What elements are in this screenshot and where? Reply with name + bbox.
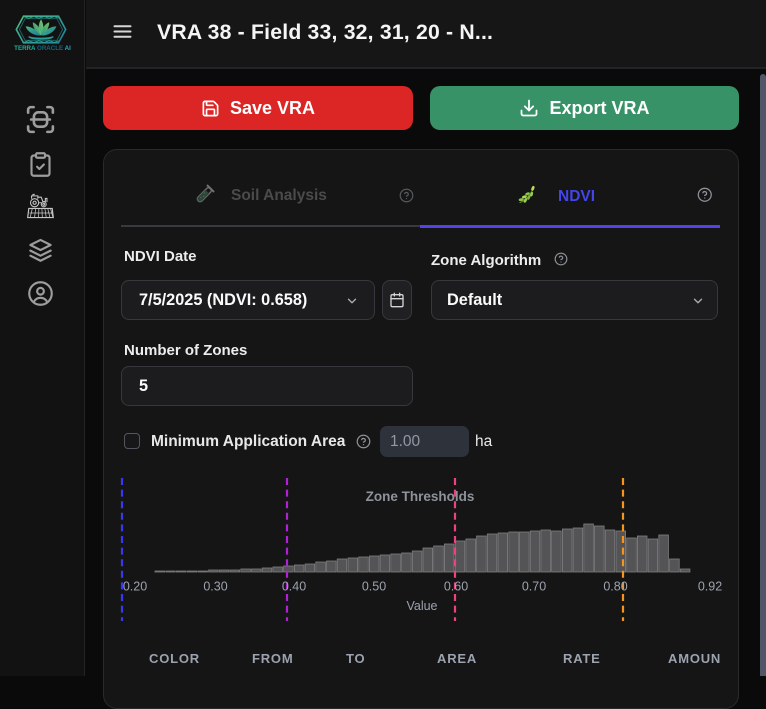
svg-text:Zone Thresholds: Zone Thresholds — [366, 489, 475, 504]
svg-text:0.92: 0.92 — [698, 580, 722, 594]
svg-text:0.50: 0.50 — [362, 580, 386, 594]
svg-text:0.40: 0.40 — [282, 580, 306, 594]
svg-text:0.80: 0.80 — [603, 580, 627, 594]
svg-text:0.70: 0.70 — [522, 580, 546, 594]
svg-text:Value: Value — [406, 599, 437, 613]
svg-text:0.30: 0.30 — [203, 580, 227, 594]
svg-text:0.20: 0.20 — [123, 580, 147, 594]
svg-text:0.60: 0.60 — [444, 580, 468, 594]
